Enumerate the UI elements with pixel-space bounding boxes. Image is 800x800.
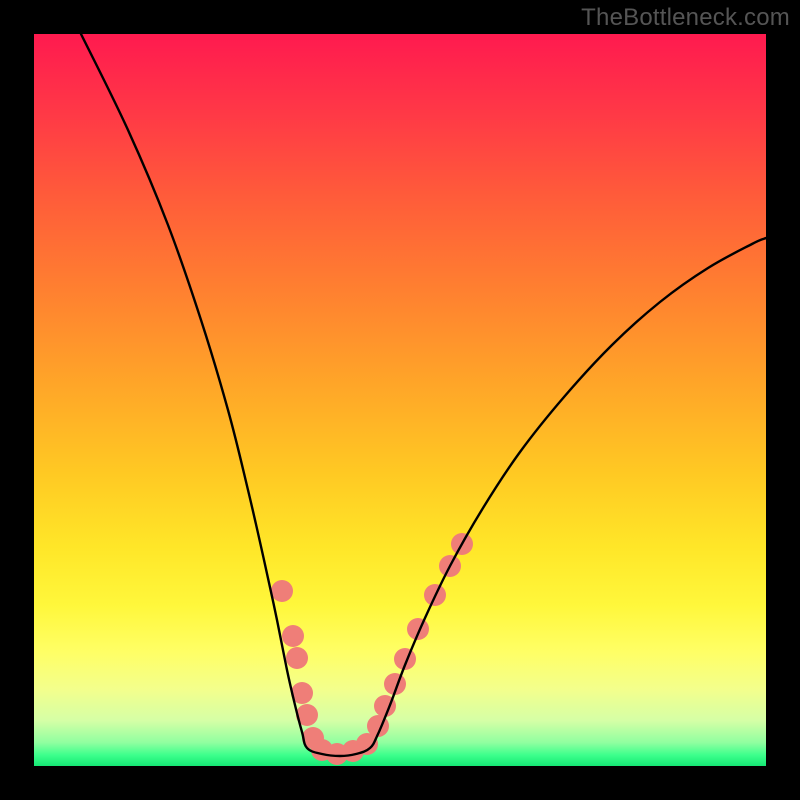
chart-svg	[0, 0, 800, 800]
watermark-text: TheBottleneck.com	[581, 4, 790, 32]
marker-point	[282, 625, 304, 647]
marker-point	[271, 580, 293, 602]
chart-container: { "watermark": { "text": "TheBottleneck.…	[0, 0, 800, 800]
marker-point	[286, 647, 308, 669]
